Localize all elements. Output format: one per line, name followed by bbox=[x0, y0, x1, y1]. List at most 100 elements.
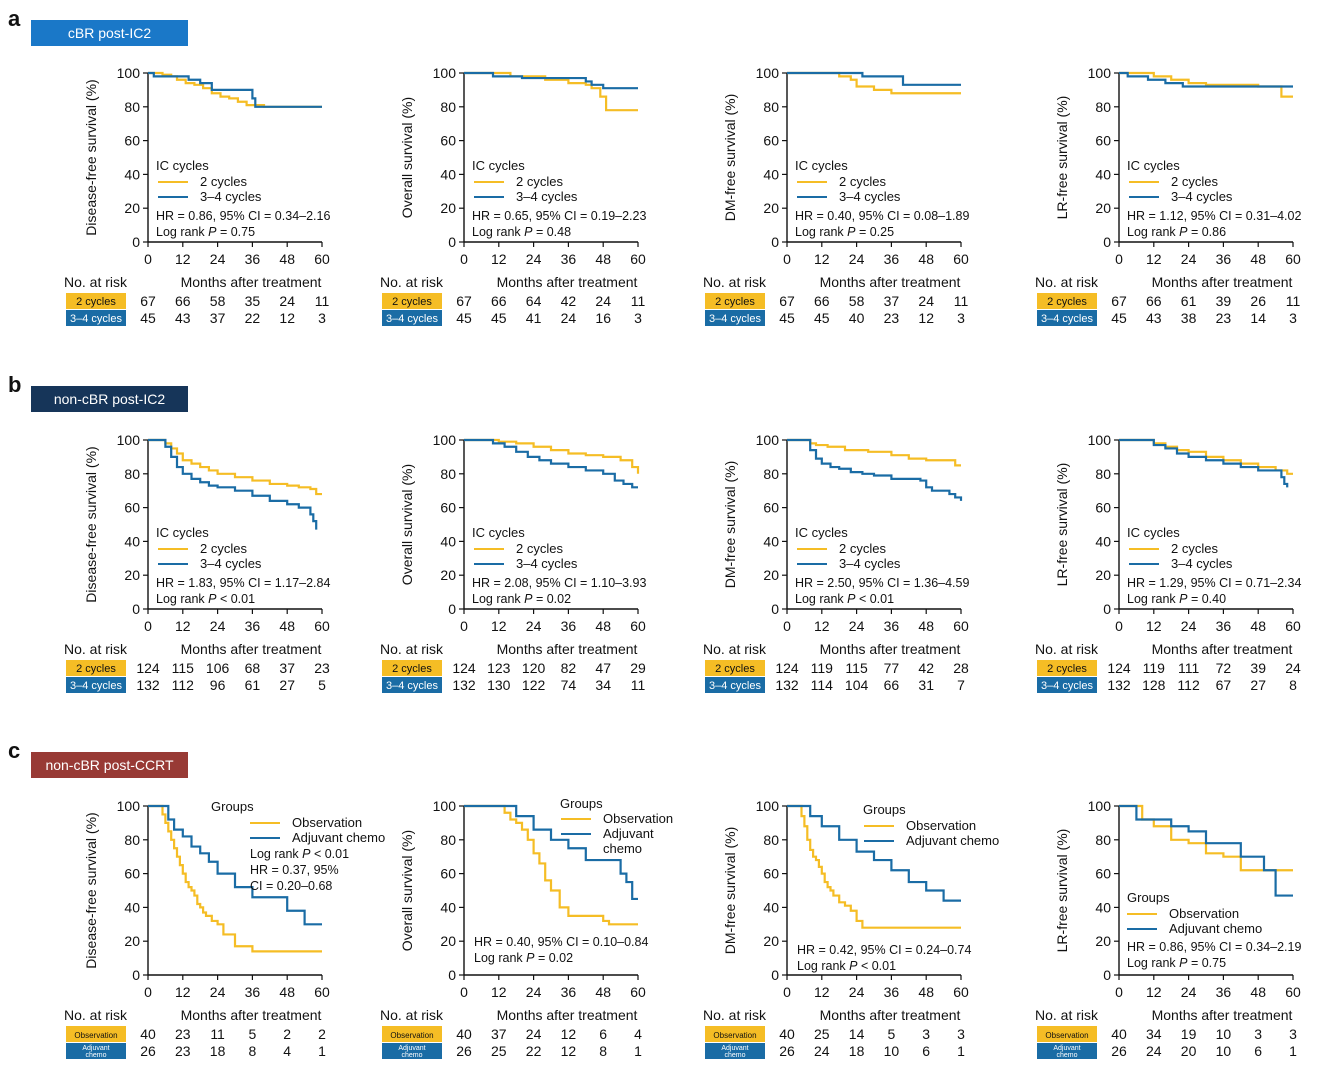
y-tick-label: 80 bbox=[440, 99, 456, 115]
x-tick-label: 36 bbox=[884, 251, 900, 267]
risk-group-label: 2 cycles bbox=[715, 663, 755, 675]
risk-number: 104 bbox=[845, 677, 869, 693]
y-tick-label: 40 bbox=[124, 899, 140, 915]
risk-table-label: No. at risk bbox=[64, 641, 128, 657]
legend-entry: Observation bbox=[1169, 906, 1239, 921]
risk-group-label: Observation bbox=[74, 1031, 117, 1040]
legend-title: IC cycles bbox=[1127, 525, 1180, 540]
y-tick-label: 100 bbox=[117, 432, 141, 448]
risk-number: 23 bbox=[884, 310, 900, 326]
risk-group-label: Observation bbox=[390, 1031, 433, 1040]
legend-entry: Observation bbox=[603, 811, 673, 826]
risk-number: 19 bbox=[1181, 1026, 1197, 1042]
risk-number: 132 bbox=[775, 677, 799, 693]
risk-number: 24 bbox=[918, 293, 934, 309]
x-tick-label: 36 bbox=[1216, 251, 1232, 267]
panel-letter: b bbox=[8, 372, 21, 397]
risk-number: 66 bbox=[884, 677, 900, 693]
risk-number: 67 bbox=[456, 293, 472, 309]
x-tick-label: 36 bbox=[245, 251, 261, 267]
y-tick-label: 0 bbox=[448, 601, 456, 617]
risk-number: 11 bbox=[631, 677, 646, 693]
risk-group-box bbox=[1037, 310, 1097, 326]
risk-number: 12 bbox=[918, 310, 934, 326]
series-line-yellow bbox=[787, 438, 961, 467]
risk-number: 24 bbox=[526, 1026, 542, 1042]
y-tick-label: 20 bbox=[440, 933, 456, 949]
x-tick-label: 24 bbox=[1181, 618, 1197, 634]
y-tick-label: 40 bbox=[763, 533, 779, 549]
x-tick-label: 48 bbox=[1250, 984, 1266, 1000]
y-tick-label: 80 bbox=[1095, 832, 1111, 848]
y-tick-label: 0 bbox=[1103, 234, 1111, 250]
x-tick-label: 24 bbox=[849, 618, 865, 634]
risk-number: 6 bbox=[1254, 1043, 1262, 1059]
risk-number: 124 bbox=[775, 660, 799, 676]
risk-number: 66 bbox=[175, 293, 191, 309]
risk-number: 25 bbox=[491, 1043, 507, 1059]
y-tick-label: 20 bbox=[124, 933, 140, 949]
risk-table-label: No. at risk bbox=[64, 274, 128, 290]
x-tick-label: 60 bbox=[1285, 618, 1301, 634]
y-tick-label: 60 bbox=[440, 500, 456, 516]
x-tick-label: 48 bbox=[1250, 618, 1266, 634]
legend-title: IC cycles bbox=[1127, 158, 1180, 173]
risk-number: 3 bbox=[1289, 1026, 1297, 1042]
risk-number: 40 bbox=[1111, 1026, 1127, 1042]
y-axis-label: LR-free survival (%) bbox=[1054, 463, 1070, 587]
risk-group-label: Observation bbox=[713, 1031, 756, 1040]
risk-number: 115 bbox=[172, 660, 195, 676]
y-axis-label: Disease-free survival (%) bbox=[83, 812, 99, 968]
stat-text: CI = 0.20–0.68 bbox=[250, 879, 332, 893]
km-chart-2: 0 20 40 60 80 100 0 12 24 36 48 60 Overall survival … bbox=[380, 65, 646, 326]
risk-number: 11 bbox=[315, 293, 330, 309]
y-axis-label: Overall survival (%) bbox=[399, 464, 415, 585]
stat-text: HR = 0.40, 95% CI = 0.10–0.84 bbox=[474, 935, 648, 949]
risk-number: 72 bbox=[1216, 660, 1232, 676]
risk-number: 111 bbox=[1178, 660, 1199, 676]
y-tick-label: 60 bbox=[124, 866, 140, 882]
x-axis-label: Months after treatment bbox=[820, 641, 961, 657]
x-tick-label: 48 bbox=[279, 984, 295, 1000]
risk-number: 40 bbox=[140, 1026, 156, 1042]
risk-group-label: 3–4 cycles bbox=[386, 313, 438, 325]
y-tick-label: 40 bbox=[1095, 899, 1111, 915]
series-line-blue bbox=[1119, 71, 1293, 88]
x-tick-label: 0 bbox=[783, 984, 791, 1000]
risk-number: 37 bbox=[210, 310, 226, 326]
legend-entry: Adjuvant chemo bbox=[906, 833, 999, 848]
stat-text: HR = 1.29, 95% CI = 0.71–2.34 bbox=[1127, 576, 1301, 590]
risk-group-box bbox=[382, 310, 442, 326]
risk-number: 124 bbox=[136, 660, 160, 676]
x-tick-label: 0 bbox=[783, 618, 791, 634]
y-tick-label: 60 bbox=[1095, 133, 1111, 149]
panel-title: non-cBR post-IC2 bbox=[54, 391, 165, 407]
x-tick-label: 0 bbox=[1115, 984, 1123, 1000]
x-tick-label: 12 bbox=[491, 251, 507, 267]
risk-group-label: 2 cycles bbox=[392, 663, 432, 675]
panel-title-bar bbox=[31, 752, 188, 778]
x-axis-label: Months after treatment bbox=[181, 1007, 322, 1023]
y-tick-label: 0 bbox=[132, 601, 140, 617]
risk-number: 67 bbox=[140, 293, 156, 309]
risk-number: 112 bbox=[172, 677, 195, 693]
legend-entry: 3–4 cycles bbox=[839, 556, 901, 571]
risk-group-label: Observation bbox=[1045, 1031, 1088, 1040]
km-chart-5: 0 20 40 60 80 100 0 12 24 36 48 60 Disease-free surv… bbox=[64, 432, 330, 693]
risk-group-box bbox=[705, 660, 765, 676]
risk-number: 24 bbox=[1285, 660, 1301, 676]
series-line-blue bbox=[1119, 804, 1293, 897]
risk-number: 7 bbox=[957, 677, 965, 693]
y-tick-label: 60 bbox=[440, 866, 456, 882]
legend-entry: 2 cycles bbox=[839, 174, 886, 189]
risk-group-label: 3–4 cycles bbox=[1041, 680, 1093, 692]
legend-entry: 2 cycles bbox=[200, 541, 247, 556]
risk-table-label: No. at risk bbox=[703, 641, 767, 657]
x-tick-label: 12 bbox=[175, 618, 191, 634]
risk-number: 41 bbox=[526, 310, 542, 326]
stat-text: Log rank P = 0.02 bbox=[472, 592, 571, 606]
y-tick-label: 0 bbox=[448, 967, 456, 983]
